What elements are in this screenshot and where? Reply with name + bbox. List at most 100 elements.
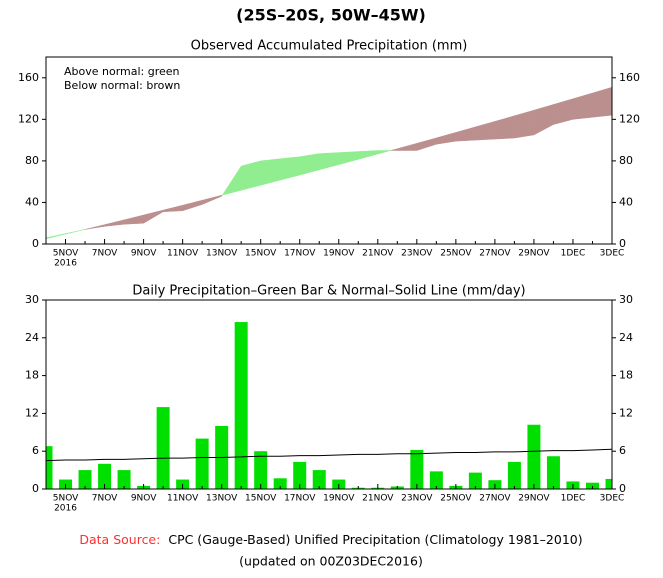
difference-area [397,143,418,151]
x-tick-label: 9NOV [131,249,157,259]
y-tick-label: 6 [32,444,39,457]
x-tick-label: 29NOV [518,494,550,504]
x-tick-label: 7NOV [92,494,118,504]
y-tick-label: 24 [25,331,39,344]
footer-source: Data Source: CPC (Gauge-Based) Unified Pr… [79,532,582,547]
difference-area [299,153,320,176]
y-tick-label: 30 [619,293,633,306]
y-tick-label: 120 [619,112,640,125]
bar [195,438,209,489]
difference-area [221,165,242,196]
footer-updated: (updated on 00Z03DEC2016) [239,554,423,569]
x-tick-label: 27NOV [479,494,511,504]
difference-area [455,126,476,142]
y-tick-label: 160 [619,71,640,84]
y-tick-label: 40 [619,195,633,208]
difference-area [84,224,105,230]
difference-area [572,92,593,120]
x-tick-label: 11NOV [167,494,199,504]
difference-area [338,151,359,165]
difference-area [436,132,457,145]
difference-area [553,98,574,125]
bar [605,478,612,489]
x-tick-label: 23NOV [401,249,433,259]
x-tick-label: 1DEC [561,249,586,259]
bar [585,482,599,489]
x-tick-label: 19NOV [323,494,355,504]
x-tick-label: 27NOV [479,249,511,259]
x-tick-label: 21NOV [362,249,394,259]
bar [293,461,307,489]
y-tick-label: 30 [25,293,39,306]
difference-area [592,86,612,118]
x-tick-label: 21NOV [362,494,394,504]
y-tick-label: 80 [25,154,39,167]
annotation: Above normal: green [64,65,180,78]
x-tick-label: 25NOV [440,249,472,259]
difference-area [494,115,515,140]
bar [78,470,92,489]
y-tick-label: 24 [619,331,633,344]
y-tick-label: 0 [32,482,39,495]
x-tick-label: 7NOV [92,249,118,259]
bar [468,472,482,489]
bar [273,478,287,489]
difference-area [514,109,535,139]
y-tick-label: 18 [619,369,633,382]
x-tick-label: 1DEC [561,494,586,504]
x-tick-label: 3DEC [600,249,625,259]
source-label: Data Source: [79,532,160,547]
y-tick-label: 120 [18,112,39,125]
bar [156,407,170,489]
y-tick-label: 0 [619,237,626,250]
x-tick-label: 5NOV [53,249,79,259]
x-year-label: 2016 [54,504,77,514]
annotation: Below normal: brown [64,79,180,92]
x-tick-label: 15NOV [245,494,277,504]
bar [254,451,268,489]
plot-frame [45,56,613,245]
x-tick-label: 5NOV [53,494,79,504]
x-tick-label: 19NOV [323,249,355,259]
y-tick-label: 12 [25,406,39,419]
x-tick-label: 13NOV [206,249,238,259]
x-tick-label: 17NOV [284,249,316,259]
bar [546,456,560,489]
chart-title: Daily Precipitation–Green Bar & Normal–S… [132,284,525,299]
difference-area [46,233,66,240]
y-tick-label: 40 [25,195,39,208]
x-tick-label: 29NOV [518,249,550,259]
bar [234,322,248,489]
y-tick-label: 6 [619,444,626,457]
difference-area [201,194,222,205]
source: CPC (Gauge-Based) Unified Precipitation … [168,532,582,547]
difference-area [358,150,379,160]
difference-area [390,148,398,151]
difference-area [143,209,164,224]
y-tick-label: 12 [619,406,633,419]
normal-line [46,448,612,462]
bar [46,446,53,489]
difference-area [104,219,125,227]
x-year-label: 2016 [54,259,77,269]
difference-area [279,156,300,181]
plot-area [46,86,612,240]
difference-area [318,152,340,171]
bar [410,449,424,489]
x-tick-label: 15NOV [245,249,277,259]
difference-area [240,160,261,191]
difference-area [377,150,391,155]
x-tick-label: 9NOV [131,494,157,504]
difference-area [260,158,281,186]
y-tick-label: 0 [32,237,39,250]
difference-area [65,229,86,235]
bar [98,463,112,489]
y-tick-label: 80 [619,154,633,167]
y-tick-label: 160 [18,71,39,84]
bar [527,424,541,489]
y-tick-label: 0 [619,482,626,495]
difference-area [416,137,437,151]
bar [429,471,443,489]
x-tick-label: 13NOV [206,494,238,504]
